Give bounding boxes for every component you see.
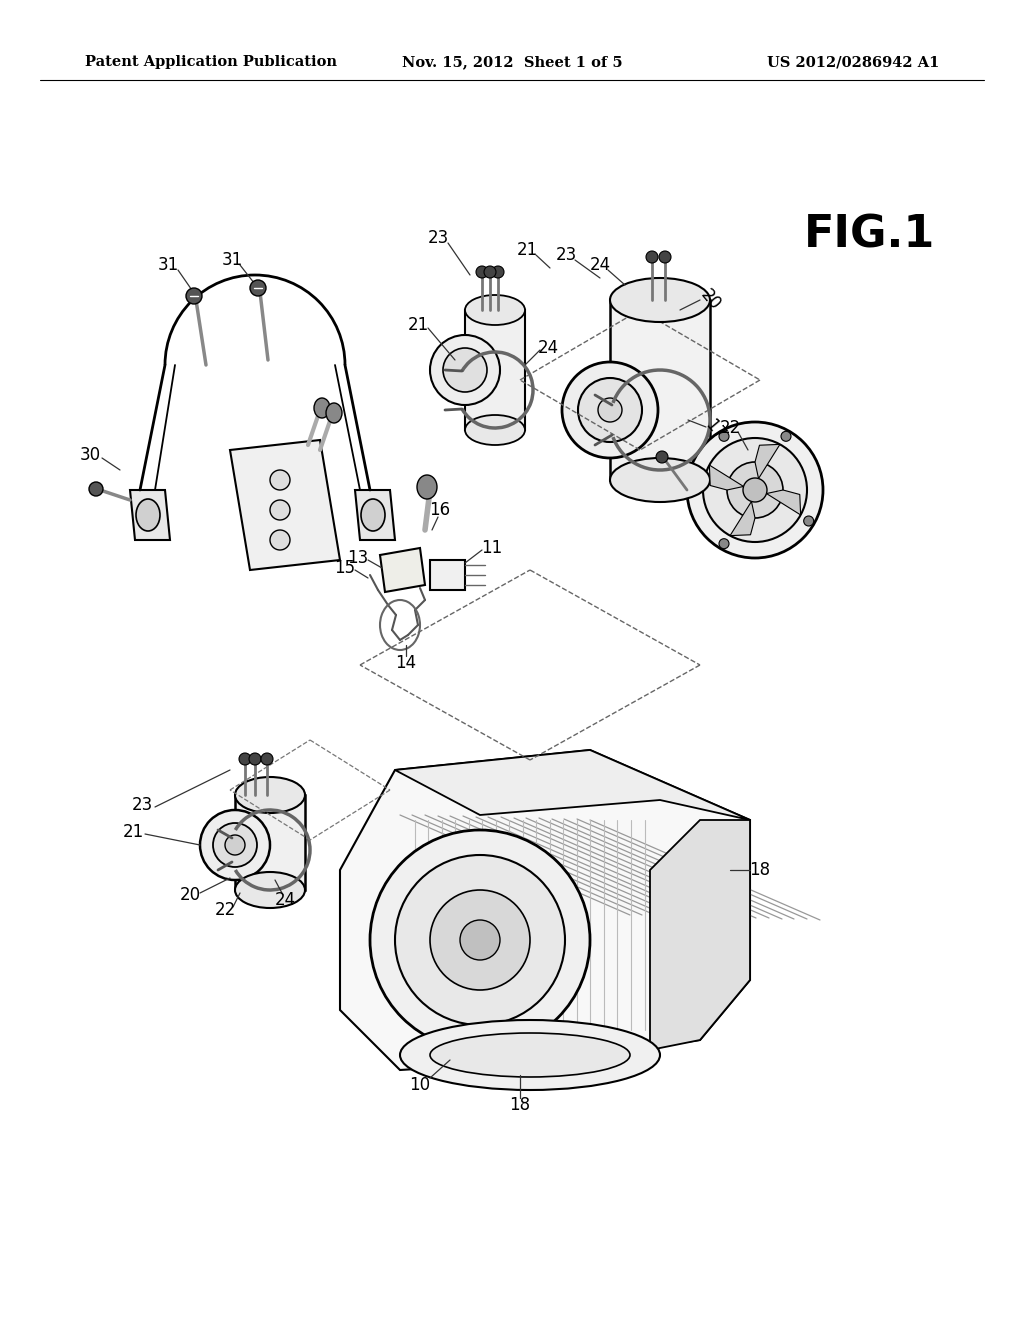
Ellipse shape <box>326 403 342 422</box>
Ellipse shape <box>465 294 525 325</box>
Text: US 2012/0286942 A1: US 2012/0286942 A1 <box>767 55 939 69</box>
Circle shape <box>249 752 261 766</box>
Circle shape <box>430 335 500 405</box>
Text: 15: 15 <box>335 558 355 577</box>
Circle shape <box>250 280 266 296</box>
Text: 21: 21 <box>408 315 429 334</box>
Text: 10: 10 <box>410 1076 430 1094</box>
Ellipse shape <box>465 414 525 445</box>
Text: 14: 14 <box>395 653 417 672</box>
Ellipse shape <box>610 279 710 322</box>
Polygon shape <box>130 490 170 540</box>
Polygon shape <box>230 440 340 570</box>
Polygon shape <box>755 445 780 479</box>
Polygon shape <box>610 300 710 480</box>
Text: FIG.1: FIG.1 <box>804 214 936 256</box>
Text: 24: 24 <box>274 891 296 909</box>
Text: 18: 18 <box>750 861 771 879</box>
Polygon shape <box>340 750 750 1071</box>
Circle shape <box>270 500 290 520</box>
Text: 13: 13 <box>347 549 369 568</box>
Circle shape <box>492 267 504 279</box>
Text: 20: 20 <box>179 886 201 904</box>
Text: 24: 24 <box>590 256 610 275</box>
Circle shape <box>239 752 251 766</box>
Ellipse shape <box>400 1020 660 1090</box>
Ellipse shape <box>314 399 330 418</box>
Polygon shape <box>430 560 465 590</box>
Circle shape <box>225 836 245 855</box>
Ellipse shape <box>136 499 160 531</box>
Circle shape <box>646 251 658 263</box>
Polygon shape <box>730 502 755 536</box>
Text: 11: 11 <box>481 539 503 557</box>
Circle shape <box>261 752 273 766</box>
Circle shape <box>727 462 783 517</box>
Circle shape <box>213 822 257 867</box>
Ellipse shape <box>610 458 710 502</box>
Text: Nov. 15, 2012  Sheet 1 of 5: Nov. 15, 2012 Sheet 1 of 5 <box>401 55 623 69</box>
Ellipse shape <box>234 777 305 813</box>
Circle shape <box>443 348 487 392</box>
Text: 17: 17 <box>701 416 729 444</box>
Ellipse shape <box>234 873 305 908</box>
Circle shape <box>430 890 530 990</box>
Polygon shape <box>380 548 425 591</box>
Text: 31: 31 <box>158 256 178 275</box>
Circle shape <box>460 920 500 960</box>
Circle shape <box>270 531 290 550</box>
Circle shape <box>656 451 668 463</box>
Text: 23: 23 <box>131 796 153 814</box>
Polygon shape <box>234 795 305 890</box>
Polygon shape <box>650 820 750 1049</box>
Text: 22: 22 <box>720 418 740 437</box>
Circle shape <box>562 362 658 458</box>
Polygon shape <box>395 750 750 820</box>
Circle shape <box>719 539 729 549</box>
Circle shape <box>743 478 767 502</box>
Text: 20: 20 <box>696 286 724 314</box>
Text: 16: 16 <box>429 502 451 519</box>
Text: 31: 31 <box>221 251 243 269</box>
Circle shape <box>578 378 642 442</box>
Circle shape <box>781 432 791 441</box>
Polygon shape <box>767 490 801 515</box>
Circle shape <box>703 438 807 543</box>
Circle shape <box>804 516 814 525</box>
Text: 21: 21 <box>516 242 538 259</box>
Text: 30: 30 <box>80 446 100 465</box>
Circle shape <box>659 251 671 263</box>
Text: 23: 23 <box>555 246 577 264</box>
Circle shape <box>200 810 270 880</box>
Circle shape <box>395 855 565 1026</box>
Ellipse shape <box>430 1034 630 1077</box>
Ellipse shape <box>361 499 385 531</box>
Circle shape <box>270 470 290 490</box>
Circle shape <box>370 830 590 1049</box>
Polygon shape <box>710 465 743 490</box>
Text: 18: 18 <box>509 1096 530 1114</box>
Text: 21: 21 <box>123 822 143 841</box>
Text: 22: 22 <box>214 902 236 919</box>
Ellipse shape <box>417 475 437 499</box>
Polygon shape <box>355 490 395 540</box>
Circle shape <box>476 267 488 279</box>
Circle shape <box>719 432 729 441</box>
Circle shape <box>186 288 202 304</box>
Text: Patent Application Publication: Patent Application Publication <box>85 55 337 69</box>
Polygon shape <box>465 310 525 430</box>
Circle shape <box>687 422 823 558</box>
Text: 23: 23 <box>427 228 449 247</box>
Text: 24: 24 <box>538 339 558 356</box>
Circle shape <box>89 482 103 496</box>
Circle shape <box>598 399 622 422</box>
Circle shape <box>484 267 496 279</box>
